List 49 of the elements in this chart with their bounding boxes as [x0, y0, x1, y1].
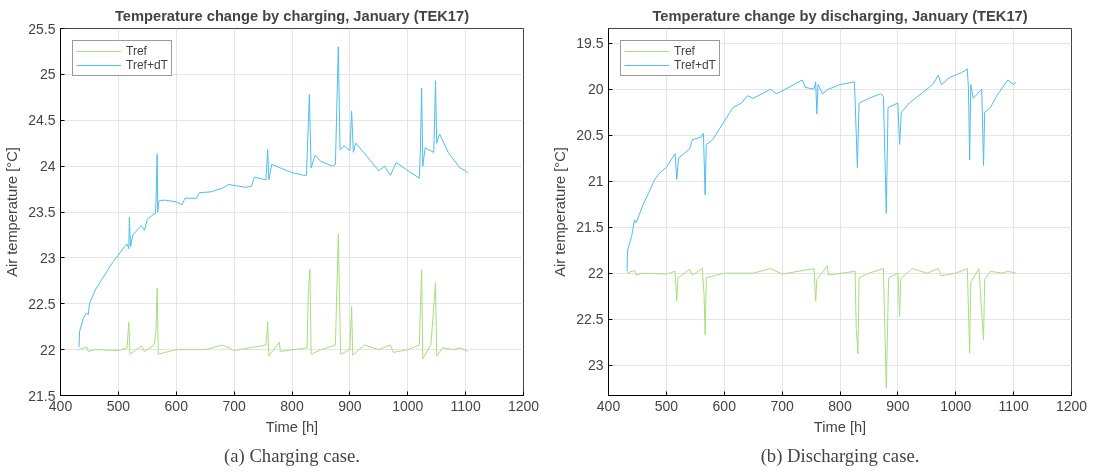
y-tick-label: 22.5: [576, 311, 604, 328]
legend-label: Tref: [674, 44, 695, 58]
y-tick-label: 21: [587, 173, 604, 190]
y-tick-label: 25.5: [28, 20, 56, 37]
legend-label: Tref+dT: [126, 58, 168, 72]
x-tick-label: 700: [222, 397, 247, 414]
text: (b) Discharging case.: [760, 444, 920, 467]
y-tick-label: 23: [39, 249, 56, 266]
x-tick-label: 500: [106, 397, 131, 414]
x-tick-label: 1200: [507, 397, 540, 414]
x-tick-label: 1100: [998, 397, 1029, 414]
legend-label: Tref: [126, 44, 147, 58]
y-tick-label: 22.5: [28, 295, 56, 312]
x-tick-label: 500: [654, 397, 679, 414]
x-tick-label: 1000: [392, 397, 424, 414]
x-axis-title: Time [h]: [813, 418, 867, 435]
y-tick-label: 22: [587, 265, 604, 282]
y-tick-label: 23: [587, 357, 604, 374]
x-tick-label: 1200: [1055, 397, 1088, 414]
y-tick-label: 20: [587, 81, 604, 98]
y-tick-label: 20.5: [576, 127, 604, 144]
x-tick-label: 600: [164, 397, 189, 414]
x-tick-label: 1000: [940, 397, 972, 414]
x-tick-label: 900: [338, 397, 362, 414]
x-tick-label: 400: [596, 397, 621, 414]
chart-title: Temperature change by charging, January (TEK17): [114, 7, 470, 24]
line-series: [626, 265, 1017, 389]
legend-label: Tref+dT: [674, 58, 716, 72]
y-tick-label: 25: [39, 66, 56, 83]
y-axis-title: Air temperature [°C]: [552, 147, 569, 277]
line-series: [78, 233, 469, 360]
chart-title: Temperature change by discharging, January (TEK17): [652, 7, 1028, 24]
y-tick-label: 23.5: [28, 204, 56, 220]
x-axis-title: Time [h]: [265, 418, 319, 435]
y-tick-label: 24: [39, 158, 56, 175]
x-tick-label: 700: [770, 397, 795, 414]
y-tick-label: 19.5: [576, 35, 604, 52]
line-series: [626, 68, 1017, 272]
y-tick-label: 21.5: [576, 219, 604, 236]
x-tick-label: 800: [280, 397, 304, 414]
y-tick-label: 24.5: [28, 112, 56, 129]
y-tick-label: 22: [39, 341, 56, 358]
x-tick-label: 1100: [450, 397, 481, 414]
x-tick-label: 800: [828, 397, 852, 414]
line-series: [78, 46, 469, 348]
y-axis-title: Air temperature [°C]: [4, 147, 21, 277]
text: (a) Charging case.: [224, 444, 360, 467]
x-tick-label: 900: [886, 397, 910, 414]
x-tick-label: 600: [712, 397, 737, 414]
